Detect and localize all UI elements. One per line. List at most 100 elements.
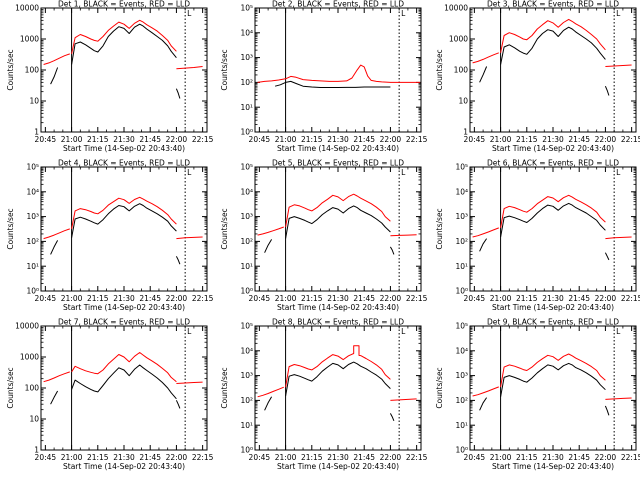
x-tick-label: 22:00 — [380, 453, 402, 462]
x-tick-label: 21:30 — [327, 294, 349, 303]
x-tick-label: 21:30 — [542, 294, 564, 303]
x-tick-label: 21:30 — [113, 294, 135, 303]
events-series-line — [264, 396, 273, 411]
x-axis-label: Start Time (14-Sep-02 20:43:40) — [492, 144, 614, 153]
y-tick-label: 10² — [240, 396, 253, 405]
x-tick-label: 21:15 — [87, 453, 109, 462]
y-tick-label: 10000 — [444, 4, 468, 13]
x-tick-label: 21:45 — [568, 135, 590, 144]
x-axis-label: Start Time (14-Sep-02 20:43:40) — [277, 462, 399, 471]
y-tick-label: 10⁵ — [455, 163, 468, 172]
y-tick-label: 10 — [458, 97, 468, 106]
x-tick-label: 22:15 — [621, 135, 640, 144]
chart-panel-4: Det 4, BLACK = Events, RED = LLD 10⁰ 10¹ 10… — [6, 159, 214, 313]
events-series-line — [274, 80, 391, 88]
x-tick-label: 21:45 — [353, 135, 375, 144]
lld-series-line — [500, 353, 606, 387]
chart-panel-8: Det 8, BLACK = Events, RED = LLD 10⁰ 10¹ 10… — [220, 318, 428, 472]
lld-series-line — [472, 386, 499, 397]
y-tick-label: 10⁵ — [240, 4, 253, 13]
chart-panel-5: Det 5, BLACK = Events, RED = LLD 10⁰ 10¹ 10… — [220, 159, 428, 313]
x-tick-label: 21:15 — [87, 135, 109, 144]
chart-panel-3: Det 3, BLACK = Events, RED = LLD 1 10 100 10… — [435, 0, 640, 153]
x-tick-label: 21:15 — [301, 453, 323, 462]
events-series-line — [389, 246, 395, 255]
events-series-line — [175, 88, 181, 99]
y-tick-label: 10¹ — [455, 421, 468, 430]
x-tick-label: 20:45 — [249, 294, 271, 303]
lld-series-line — [605, 64, 632, 67]
y-tick-label: 10² — [455, 396, 468, 405]
events-series-line — [175, 400, 181, 409]
x-tick-label: 22:15 — [192, 453, 214, 462]
y-tick-label: 1000 — [20, 353, 39, 362]
lld-series-line — [71, 19, 177, 55]
lld-series-line — [285, 193, 391, 228]
events-series-line — [479, 66, 488, 83]
time-marker-label: L — [616, 9, 621, 18]
events-series-line — [71, 23, 177, 65]
lld-series-line — [43, 228, 70, 240]
lld-series-line — [176, 236, 203, 240]
chart-title: Det 1, BLACK = Events, RED = LLD — [58, 0, 190, 9]
events-series-line — [264, 239, 273, 253]
y-tick-label: 10 — [29, 415, 39, 424]
y-tick-label: 10⁴ — [455, 346, 468, 355]
chart-panel-1: Det 1, BLACK = Events, RED = LLD 1 10 100 10… — [6, 0, 214, 153]
x-tick-label: 22:15 — [621, 453, 640, 462]
x-tick-label: 21:00 — [61, 453, 83, 462]
lld-series-line — [257, 64, 421, 83]
chart-panel-9: Det 9, BLACK = Events, RED = LLD 10⁰ 10¹ 10… — [435, 318, 640, 472]
time-marker-label: L — [187, 168, 192, 177]
x-axis-label: Start Time (14-Sep-02 20:43:40) — [492, 303, 614, 312]
lld-series-line — [43, 371, 70, 383]
y-tick-label: 10¹ — [240, 103, 253, 112]
events-series-line — [71, 364, 177, 400]
x-tick-label: 22:00 — [595, 453, 617, 462]
lld-series-line — [257, 226, 284, 236]
y-tick-label: 1 — [34, 446, 39, 455]
y-axis-label: Counts/sec — [6, 208, 15, 249]
lld-series-line — [71, 352, 177, 383]
lld-series-line — [176, 66, 203, 70]
y-tick-label: 10 — [29, 97, 39, 106]
y-tick-label: 10⁰ — [26, 287, 39, 296]
x-tick-label: 21:30 — [542, 453, 564, 462]
time-marker-label: L — [401, 327, 406, 336]
plot-frame — [40, 7, 208, 133]
x-tick-label: 22:15 — [621, 294, 640, 303]
x-tick-label: 20:45 — [464, 135, 486, 144]
y-tick-label: 10⁰ — [240, 446, 253, 455]
x-tick-label: 22:00 — [380, 135, 402, 144]
y-tick-label: 10¹ — [240, 262, 253, 271]
x-tick-label: 20:45 — [464, 294, 486, 303]
lld-series-line — [605, 397, 632, 400]
x-tick-label: 20:45 — [464, 453, 486, 462]
y-tick-label: 10⁴ — [240, 187, 253, 196]
chart-title: Det 7, BLACK = Events, RED = LLD — [58, 318, 190, 327]
lld-series-line — [257, 386, 284, 398]
time-marker-label: L — [401, 168, 406, 177]
events-series-line — [50, 67, 59, 85]
y-tick-label: 10³ — [240, 53, 253, 62]
x-tick-label: 21:45 — [139, 453, 161, 462]
x-tick-label: 21:15 — [87, 294, 109, 303]
events-series-line — [604, 405, 610, 416]
y-tick-label: 10⁰ — [455, 446, 468, 455]
lld-series-line — [500, 18, 606, 53]
events-series-line — [50, 390, 59, 405]
y-tick-label: 10² — [240, 78, 253, 87]
y-tick-label: 10¹ — [455, 262, 468, 271]
plot-frame — [40, 325, 208, 451]
x-tick-label: 22:15 — [192, 294, 214, 303]
y-tick-label: 10⁴ — [240, 28, 253, 37]
chart-title: Det 2, BLACK = Events, RED = LLD — [272, 0, 404, 9]
y-tick-label: 10² — [455, 237, 468, 246]
y-tick-label: 10³ — [26, 212, 39, 221]
y-tick-label: 10⁵ — [26, 163, 39, 172]
chart-title: Det 3, BLACK = Events, RED = LLD — [487, 0, 619, 9]
lld-series-line — [176, 381, 203, 384]
y-tick-label: 10³ — [240, 371, 253, 380]
chart-title: Det 5, BLACK = Events, RED = LLD — [272, 159, 404, 168]
y-tick-label: 10000 — [15, 4, 39, 13]
